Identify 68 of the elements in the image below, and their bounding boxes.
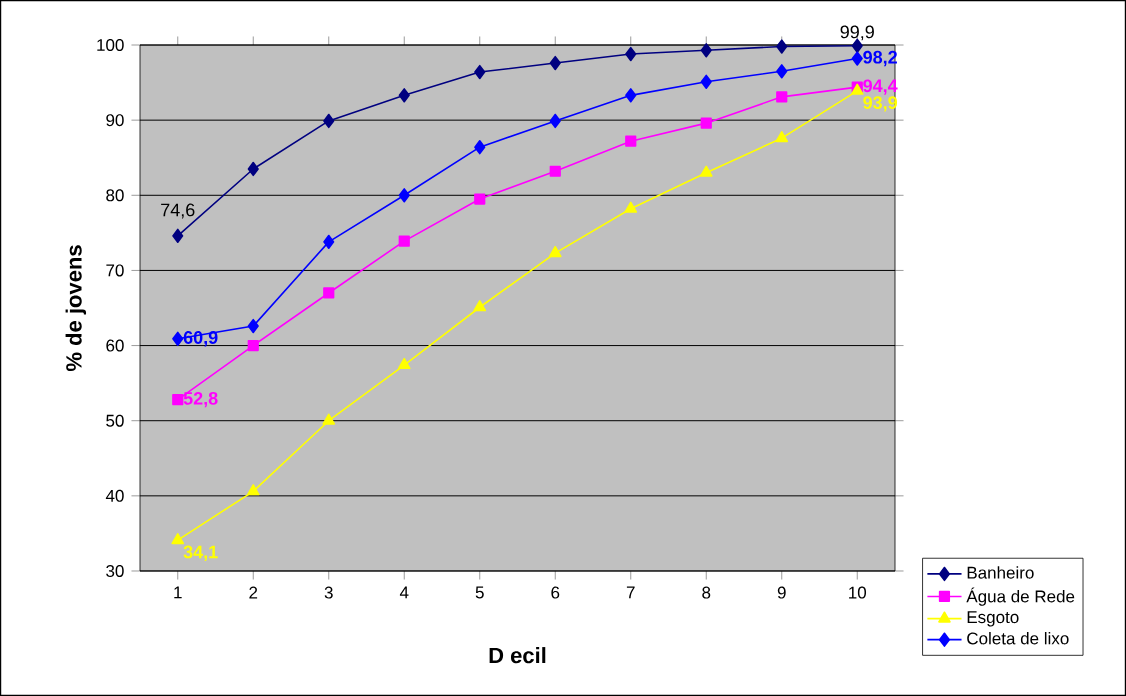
point — [172, 331, 184, 346]
x-tick-label: 3 — [324, 586, 333, 599]
point — [624, 201, 638, 213]
point — [322, 413, 336, 425]
point — [398, 188, 410, 203]
legend-label: Esgoto — [967, 611, 1019, 627]
data-label: 52,8 — [183, 391, 218, 408]
point — [474, 193, 486, 205]
point — [398, 88, 410, 103]
y-tick-label: 90 — [106, 114, 124, 127]
data-label: 93,9 — [863, 96, 898, 112]
data-label: 99,9 — [840, 25, 874, 41]
point — [474, 64, 486, 80]
point — [172, 228, 184, 244]
point — [171, 532, 185, 545]
point — [700, 74, 712, 90]
y-tick-label: 70 — [106, 264, 124, 277]
point — [625, 46, 637, 62]
point — [776, 64, 788, 79]
point — [247, 339, 259, 352]
point — [549, 113, 561, 129]
y-tick-label: 50 — [106, 414, 124, 427]
point — [625, 88, 637, 103]
y-axis-title: % de jovens — [65, 245, 87, 372]
point — [776, 39, 788, 54]
point — [323, 287, 335, 299]
point — [247, 161, 259, 177]
y-tick-label: 40 — [105, 489, 124, 502]
legend-label: Banheiro — [967, 566, 1034, 579]
data-label: 98,2 — [863, 50, 897, 67]
point — [548, 245, 562, 258]
point — [246, 484, 260, 496]
y-tick-label: 100 — [97, 39, 124, 52]
point — [776, 91, 788, 103]
point — [851, 51, 863, 66]
point — [473, 300, 487, 312]
point — [397, 357, 411, 370]
x-tick-label: 9 — [777, 586, 786, 599]
point — [172, 394, 184, 406]
y-tick-label: 30 — [106, 564, 124, 577]
x-tick-label: 4 — [399, 586, 409, 599]
point — [323, 113, 335, 129]
legend-label: Água de Rede — [966, 587, 1075, 606]
x-axis-title: D ecil — [489, 647, 546, 664]
x-tick-label: 1 — [174, 586, 182, 599]
x-tick-label: 6 — [551, 586, 560, 599]
point — [625, 135, 637, 147]
y-tick-label: 60 — [106, 339, 124, 352]
point — [247, 318, 259, 334]
point — [775, 130, 789, 143]
point — [700, 117, 712, 129]
legend-label: Coleta de lixo — [967, 631, 1069, 645]
x-tick-label: 10 — [849, 586, 867, 599]
point — [549, 165, 561, 177]
data-label: 34,1 — [183, 545, 218, 561]
data-label: 94,4 — [863, 79, 898, 95]
point — [700, 43, 712, 58]
point — [398, 235, 410, 247]
x-tick-label: 8 — [702, 586, 711, 599]
x-tick-label: 5 — [475, 586, 484, 599]
point — [549, 55, 561, 71]
data-label: 74,6 — [161, 203, 195, 219]
point — [699, 165, 713, 177]
point — [474, 140, 486, 155]
y-tick-label: 80 — [106, 189, 124, 202]
x-tick-label: 2 — [249, 586, 258, 599]
point — [323, 234, 335, 250]
x-tick-label: 7 — [626, 586, 635, 599]
